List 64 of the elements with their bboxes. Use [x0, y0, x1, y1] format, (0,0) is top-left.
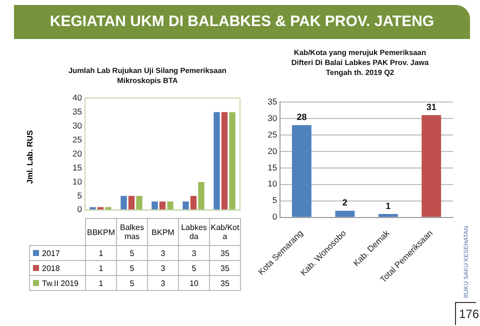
bar	[159, 202, 166, 210]
bar	[128, 196, 135, 210]
bar	[221, 112, 228, 210]
y-tick-label: 35	[268, 96, 278, 106]
data-label: 35	[210, 260, 240, 276]
x-tick-label: Balkesmas	[116, 218, 148, 246]
data-label: 3	[148, 246, 178, 260]
y-tick-label: 35	[72, 106, 82, 116]
bar	[378, 214, 398, 217]
y-tick-label: 15	[268, 162, 278, 172]
y-tick-label: 0	[272, 212, 278, 222]
y-tick-label: 0	[77, 204, 82, 214]
data-label: 1	[86, 260, 116, 276]
y-tick-label: 25	[268, 129, 278, 140]
bar	[136, 196, 142, 210]
data-label: 5	[116, 260, 148, 276]
y-tick-label: 10	[268, 178, 278, 189]
data-label: 1	[86, 246, 116, 260]
bar	[422, 115, 442, 217]
bar	[190, 196, 197, 210]
legend-label: 2018	[30, 260, 86, 276]
text: 176	[459, 307, 480, 321]
y-tick-label: 25	[72, 134, 82, 144]
y-tick-label: 5	[272, 195, 278, 206]
legend-label: 2017	[30, 246, 86, 260]
y-axis-title: Jml. Lab. RUS	[26, 130, 34, 184]
data-label: 3	[178, 246, 210, 260]
x-tick-label: Kab/Kota	[210, 218, 240, 246]
x-tick-label: BBKPM	[86, 218, 116, 246]
data-label: 35	[210, 246, 240, 260]
bar	[229, 112, 236, 210]
data-label: 28	[296, 112, 307, 122]
y-tick-label: 20	[268, 146, 278, 156]
data-label: 3	[148, 260, 178, 276]
data-label: 2	[342, 198, 348, 208]
bar	[105, 207, 112, 210]
y-tick-label: 30	[72, 120, 82, 130]
bar	[120, 196, 127, 210]
data-label: 1	[386, 201, 391, 212]
x-tick-label: BKPM	[148, 218, 178, 246]
data-label: 3	[148, 276, 178, 290]
y-tick-label: 15	[72, 162, 82, 172]
data-label: 1	[86, 276, 116, 290]
bar	[292, 125, 312, 217]
data-label: 5	[178, 260, 210, 276]
x-tick-label: Labkesda	[178, 218, 210, 246]
data-label: 10	[178, 276, 210, 290]
y-tick-label: 40	[72, 92, 82, 102]
data-label: 5	[116, 276, 148, 290]
bar	[152, 202, 158, 210]
bar	[182, 202, 189, 210]
bar	[90, 207, 96, 210]
data-label: 35	[210, 276, 240, 290]
y-tick-label: 30	[268, 112, 278, 123]
y-tick-label: 5	[77, 190, 82, 200]
bar	[167, 202, 174, 210]
bar	[214, 112, 220, 210]
data-label: 5	[116, 246, 148, 260]
y-tick-label: 10	[72, 176, 82, 186]
bar	[335, 210, 355, 217]
y-tick-label: 20	[72, 148, 82, 158]
data-label: 31	[426, 102, 436, 112]
bar	[198, 182, 204, 210]
legend-label: Tw.II 2019	[30, 276, 86, 290]
